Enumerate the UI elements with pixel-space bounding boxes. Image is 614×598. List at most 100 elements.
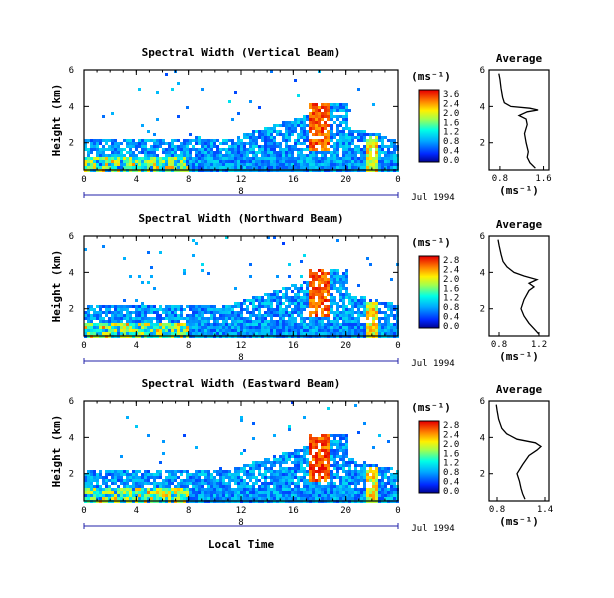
heatmap-cell (84, 145, 87, 148)
heatmap-cell (318, 440, 321, 443)
heatmap-cell (222, 320, 225, 323)
colorbar-tick-label: 2.4 (443, 265, 459, 275)
heatmap-cell (324, 434, 327, 437)
heatmap-cell (240, 488, 243, 491)
heatmap-cell (246, 160, 249, 163)
heatmap-cell (390, 479, 393, 482)
heatmap-cell (252, 467, 255, 470)
heatmap-cell (363, 145, 366, 148)
heatmap-cell (375, 308, 378, 311)
heatmap-cell (234, 491, 237, 494)
heatmap-cell (339, 133, 342, 136)
heatmap-cell (360, 464, 363, 467)
heatmap-cell (348, 302, 351, 305)
heatmap-cell (144, 305, 147, 308)
heatmap-cell (219, 151, 222, 154)
heatmap-cell (321, 154, 324, 157)
heatmap-cell (345, 443, 348, 446)
heatmap-cell (363, 470, 366, 473)
heatmap-cell (303, 329, 306, 332)
heatmap-cell (204, 470, 207, 473)
heatmap-cell (165, 497, 168, 500)
heatmap-cell (282, 485, 285, 488)
heatmap-cell (300, 290, 303, 293)
heatmap-cell (360, 326, 363, 329)
heatmap-cell (330, 479, 333, 482)
heatmap-cell (288, 124, 291, 127)
heatmap-cell (309, 157, 312, 160)
heatmap-cell (279, 299, 282, 302)
heatmap-cell (255, 461, 258, 464)
heatmap-cell (207, 329, 210, 332)
heatmap-cell (141, 497, 144, 500)
heatmap-cell (117, 476, 120, 479)
heatmap-cell (84, 329, 87, 332)
heatmap-cell (135, 154, 138, 157)
heatmap-cell (348, 458, 351, 461)
heatmap-cell (117, 320, 120, 323)
heatmap-cell (267, 329, 270, 332)
heatmap-cell (315, 148, 318, 151)
heatmap-cell (270, 488, 273, 491)
heatmap-cell (174, 470, 177, 473)
heatmap-cell (210, 151, 213, 154)
heatmap-cell (351, 299, 354, 302)
heatmap-cell (156, 314, 159, 317)
colorbar-swatch (419, 318, 439, 320)
heatmap-cell (318, 296, 321, 299)
heatmap-cell (273, 311, 276, 314)
colorbar-swatch (419, 431, 439, 433)
heatmap-cell (324, 109, 327, 112)
heatmap-cell (201, 470, 204, 473)
heatmap-cell (216, 329, 219, 332)
heatmap-cell (144, 320, 147, 323)
heatmap-cell (270, 467, 273, 470)
heatmap-cell (324, 278, 327, 281)
x-axis-label: Local Time (208, 538, 275, 551)
heatmap-cell (252, 163, 255, 166)
heatmap-cell (237, 148, 240, 151)
heatmap-cell (390, 482, 393, 485)
heatmap-cell (318, 326, 321, 329)
heatmap-cell (201, 166, 204, 169)
heatmap-cell (366, 166, 369, 169)
heatmap-cell (150, 332, 153, 335)
heatmap-cell (219, 166, 222, 169)
heatmap-cell (345, 494, 348, 497)
heatmap-cell (93, 145, 96, 148)
heatmap-cell (147, 157, 150, 160)
colorbar-swatch (419, 115, 439, 117)
heatmap-cell (270, 70, 273, 73)
heatmap-cell (318, 299, 321, 302)
heatmap-cell (309, 103, 312, 106)
heatmap-cell (345, 317, 348, 320)
heatmap-cell (195, 446, 198, 449)
heatmap-cell (174, 154, 177, 157)
heatmap-cell (303, 452, 306, 455)
heatmap-cell (393, 148, 396, 151)
heatmap-cell (300, 142, 303, 145)
heatmap-cell (327, 115, 330, 118)
heatmap-cell (183, 329, 186, 332)
heatmap-cell (96, 311, 99, 314)
heatmap-cell (135, 145, 138, 148)
heatmap-cell (291, 320, 294, 323)
heatmap-cell (114, 470, 117, 473)
heatmap-cell (351, 157, 354, 160)
heatmap-cell (315, 482, 318, 485)
heatmap-cell (123, 482, 126, 485)
heatmap-cell (339, 485, 342, 488)
heatmap-cell (318, 278, 321, 281)
heatmap-cell (243, 323, 246, 326)
colorbar-swatch (419, 452, 439, 454)
colorbar-swatch (419, 146, 439, 148)
heatmap-cell (324, 455, 327, 458)
heatmap-cell (384, 470, 387, 473)
heatmap-cell (276, 151, 279, 154)
heatmap-cell (270, 163, 273, 166)
colorbar-swatch (419, 279, 439, 281)
heatmap-cell (342, 272, 345, 275)
heatmap-cell (309, 479, 312, 482)
heatmap-cell (222, 326, 225, 329)
heatmap-cell (279, 157, 282, 160)
